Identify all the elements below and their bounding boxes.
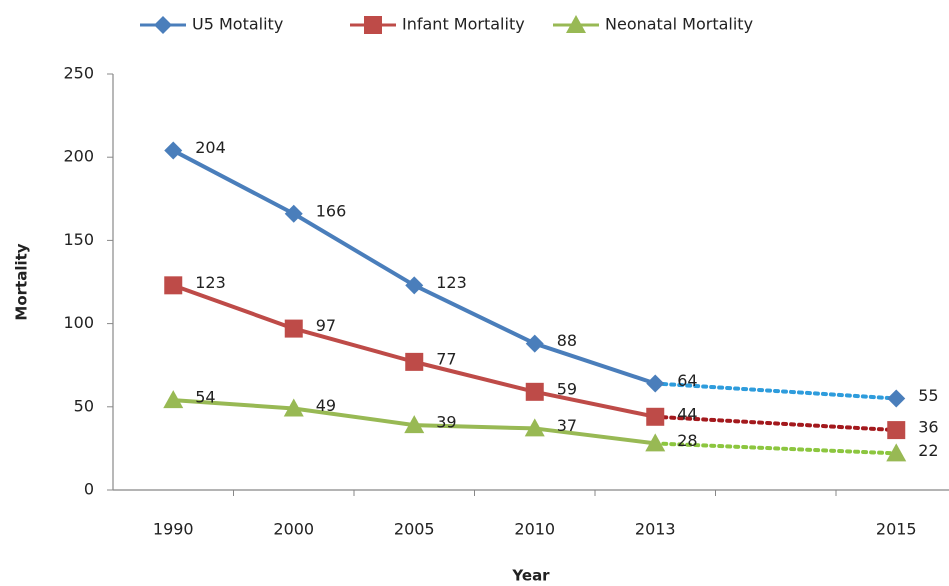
x-tick-label: 2010 — [514, 520, 555, 539]
data-label: 55 — [918, 386, 938, 405]
y-tick-label: 150 — [63, 230, 94, 249]
series-line — [172, 283, 656, 419]
y-tick-label: 100 — [63, 313, 94, 332]
y-tick-label: 0 — [84, 480, 94, 499]
data-label: 166 — [316, 201, 347, 220]
data-label: 22 — [918, 441, 938, 460]
data-label: 123 — [195, 273, 226, 292]
legend-label: Neonatal Mortality — [605, 15, 753, 34]
projection-line — [653, 441, 899, 456]
marker — [646, 374, 665, 393]
data-label: 77 — [436, 349, 456, 368]
marker — [645, 433, 666, 452]
x-tick-label: 2005 — [394, 520, 435, 539]
data-label: 44 — [677, 404, 697, 423]
marker — [283, 398, 304, 417]
data-label: 39 — [436, 413, 456, 432]
marker — [525, 334, 544, 353]
data-label: 28 — [677, 431, 697, 450]
marker — [886, 443, 907, 462]
data-label: 123 — [436, 273, 467, 292]
y-axis-title: Mortality — [13, 243, 31, 320]
data-label: 59 — [557, 379, 577, 398]
series-line — [172, 148, 656, 386]
legend-marker — [364, 16, 382, 34]
data-label: 64 — [677, 371, 697, 390]
legend-marker — [566, 15, 586, 33]
data-label: 49 — [316, 396, 336, 415]
x-axis-title: Year — [511, 567, 550, 585]
y-tick-label: 250 — [63, 64, 94, 83]
marker — [164, 141, 183, 160]
data-label: 88 — [557, 331, 577, 350]
data-label: 204 — [195, 138, 226, 157]
marker — [164, 276, 183, 295]
marker — [405, 352, 424, 371]
marker — [887, 421, 906, 440]
legend-label: Infant Mortality — [402, 15, 525, 34]
x-tick-label: 2013 — [635, 520, 676, 539]
x-tick-label: 1990 — [153, 520, 194, 539]
projection-line — [653, 414, 899, 433]
x-tick-label: 2015 — [876, 520, 917, 539]
data-label: 54 — [195, 388, 215, 407]
marker — [284, 204, 303, 223]
data-label: 37 — [557, 416, 577, 435]
marker — [163, 390, 184, 409]
marker — [524, 418, 545, 437]
legend-label: U5 Motality — [192, 15, 283, 34]
legend-marker — [154, 16, 172, 34]
marker — [284, 319, 303, 338]
x-tick-label: 2000 — [273, 520, 314, 539]
data-label: 97 — [316, 316, 336, 335]
marker — [405, 276, 424, 295]
marker — [525, 382, 544, 401]
y-tick-label: 200 — [63, 147, 94, 166]
projection-line — [653, 381, 899, 401]
marker — [404, 415, 425, 434]
y-tick-label: 50 — [74, 396, 94, 415]
marker — [887, 389, 906, 408]
data-label: 36 — [918, 418, 938, 437]
marker — [646, 407, 665, 426]
